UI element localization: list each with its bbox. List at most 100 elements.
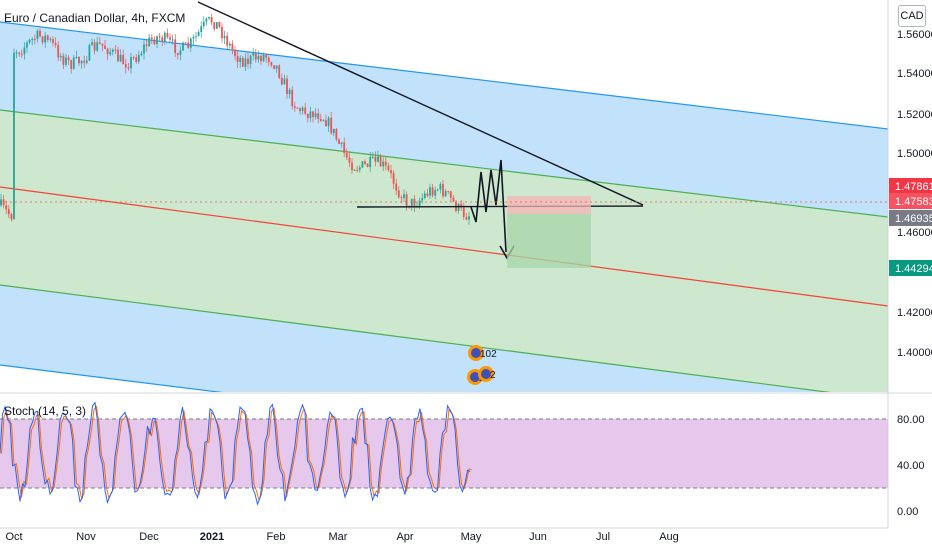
stoch-tick: 40.00: [897, 460, 925, 472]
candle: [111, 49, 114, 52]
candle: [452, 197, 455, 202]
candle: [314, 113, 317, 118]
event-flag: [481, 369, 491, 379]
candle: [210, 17, 213, 23]
candle: [192, 37, 195, 39]
candle: [2, 199, 5, 206]
candle: [293, 106, 296, 108]
candle: [83, 60, 86, 63]
candle: [327, 117, 330, 127]
candle: [182, 42, 184, 51]
candle: [36, 30, 39, 39]
candle: [345, 152, 348, 158]
candle: [231, 43, 234, 50]
candle: [262, 54, 265, 62]
price-tick: 1.52000: [897, 109, 932, 121]
candle: [114, 49, 117, 51]
centre-line: [0, 186, 888, 307]
candle: [189, 38, 192, 48]
candle: [236, 55, 239, 63]
candle: [39, 30, 41, 37]
candle: [226, 35, 229, 46]
candle: [195, 36, 197, 38]
candle: [122, 54, 125, 65]
event-flag: [470, 372, 480, 382]
stoch-tick: 0.00: [897, 506, 918, 518]
stoch-k-line: [0, 401, 471, 506]
candle: [20, 53, 23, 55]
price-pane: 102202: [0, 1, 888, 392]
candle: [400, 197, 403, 199]
candle: [174, 39, 177, 53]
candle: [397, 190, 400, 198]
event-badge-label: 2: [490, 370, 496, 381]
time-tick: Oct: [5, 531, 22, 543]
candle: [301, 107, 304, 112]
candle: [270, 62, 273, 66]
candle: [119, 54, 122, 62]
candle: [306, 113, 309, 119]
price-tick: 1.56000: [897, 29, 932, 41]
candle: [75, 56, 78, 58]
candle: [78, 56, 80, 64]
candle: [291, 89, 294, 107]
candle: [361, 161, 364, 168]
stoch-tick: 80.00: [897, 414, 925, 426]
candle: [377, 156, 379, 162]
candle: [322, 120, 325, 122]
candle: [241, 57, 244, 67]
stoch-title: Stoch (14, 5, 3): [4, 404, 87, 418]
candle: [62, 55, 65, 65]
candle: [67, 57, 70, 61]
candle: [371, 156, 374, 158]
upper-channel-fill: [0, 22, 888, 217]
price-tick: 1.54000: [897, 68, 932, 80]
price-label: 1.46935: [895, 213, 932, 225]
candle: [91, 42, 93, 45]
candle: [85, 60, 88, 63]
candle: [247, 58, 249, 64]
candle: [106, 48, 109, 55]
candle: [179, 50, 182, 55]
time-tick: Mar: [329, 531, 348, 543]
chart-title: Euro / Canadian Dollar, 4h, FXCM: [4, 11, 186, 25]
candle: [31, 38, 34, 40]
middle-channel-fill: [0, 110, 888, 392]
candle: [197, 32, 200, 37]
candle: [5, 205, 8, 210]
candle: [447, 191, 450, 193]
price-tick: 1.42000: [897, 307, 932, 319]
candle: [208, 17, 210, 19]
event-badge-label: 102: [480, 349, 497, 360]
candle: [124, 64, 127, 68]
candle: [101, 43, 104, 46]
currency-button[interactable]: CAD: [898, 5, 926, 27]
candle: [275, 65, 278, 69]
candle: [137, 55, 140, 62]
candle: [439, 184, 442, 190]
candle: [46, 35, 49, 40]
candle: [304, 107, 307, 114]
candle: [431, 187, 434, 196]
candle: [176, 52, 179, 55]
candle: [132, 57, 135, 59]
candle: [353, 169, 356, 171]
candle: [465, 216, 468, 220]
candle: [184, 42, 187, 44]
lower-channel-line: [0, 364, 223, 392]
candle: [13, 52, 15, 220]
candle: [317, 113, 320, 119]
candle: [460, 203, 463, 208]
candle: [426, 193, 429, 196]
candle: [187, 42, 190, 48]
candle: [325, 120, 327, 127]
candle: [387, 165, 390, 171]
candle: [273, 65, 275, 69]
candle: [296, 107, 299, 109]
candle: [228, 43, 231, 46]
candle: [59, 55, 62, 58]
candle: [215, 22, 218, 29]
candle: [44, 35, 47, 43]
price-tick: 1.50000: [897, 148, 932, 160]
